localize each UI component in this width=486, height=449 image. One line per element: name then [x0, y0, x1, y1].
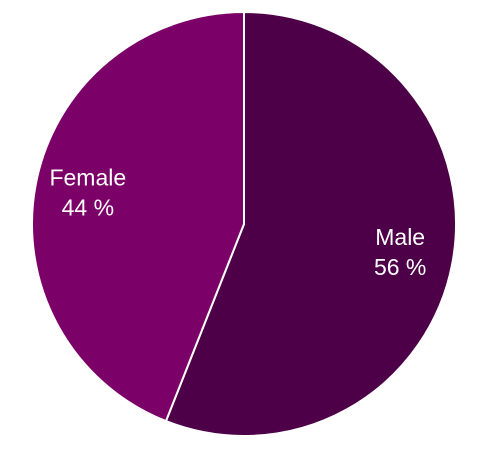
slice-value-label: 44 % — [62, 194, 114, 220]
pie-slice — [31, 10, 245, 423]
slice-label: Female — [49, 164, 126, 190]
slice-value-label: 56 % — [374, 254, 426, 280]
slice-label: Male — [375, 224, 425, 250]
pie-slice — [164, 10, 457, 437]
